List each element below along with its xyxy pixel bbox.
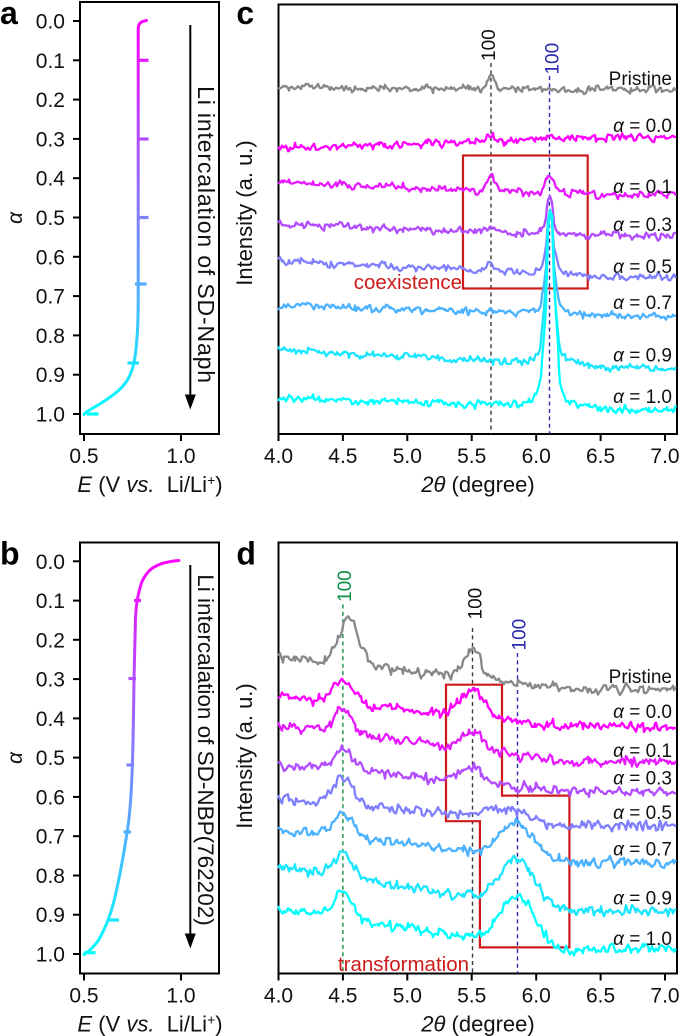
svg-text:α = 0.5: α = 0.5 [613,803,672,824]
svg-text:α: α [4,751,27,764]
svg-text:7.0: 7.0 [650,985,679,1008]
svg-text:0.9: 0.9 [36,364,65,387]
svg-text:α = 0.3: α = 0.3 [613,215,672,236]
svg-text:α = 0.9: α = 0.9 [613,346,672,367]
svg-text:0.5: 0.5 [69,985,98,1008]
svg-text:0.8: 0.8 [36,865,65,888]
svg-text:Pristine: Pristine [609,667,672,688]
svg-text:coexistence: coexistence [354,271,462,294]
svg-text:0.6: 0.6 [36,786,65,809]
svg-text:0.0: 0.0 [36,551,65,574]
svg-text:0.7: 0.7 [36,826,65,849]
svg-text:0.7: 0.7 [36,286,65,309]
svg-text:5.5: 5.5 [457,445,486,468]
svg-text:4.5: 4.5 [328,985,357,1008]
svg-text:4.5: 4.5 [328,445,357,468]
svg-text:α = 0.0: α = 0.0 [613,116,672,137]
svg-text:α = 0.1: α = 0.1 [613,177,672,198]
svg-text:0.5: 0.5 [36,207,65,230]
svg-text:Intensity (a. u.): Intensity (a. u.) [232,683,257,829]
svg-text:α = 1.0: α = 1.0 [613,929,672,950]
svg-text:0.3: 0.3 [36,669,65,692]
svg-text:0.1: 0.1 [36,590,65,613]
svg-text:a: a [0,0,18,31]
svg-text:100: 100 [335,570,356,602]
svg-text:7.0: 7.0 [650,445,679,468]
svg-text:α = 1.0: α = 1.0 [613,387,672,408]
svg-text:E (V vs. Li/Li+): E (V vs. Li/Li+) [77,1012,222,1036]
svg-text:d: d [236,536,256,572]
svg-text:0.3: 0.3 [36,128,65,151]
svg-text:6.5: 6.5 [586,985,615,1008]
svg-text:6.0: 6.0 [522,445,551,468]
svg-text:6.0: 6.0 [522,985,551,1008]
svg-text:5.5: 5.5 [457,985,486,1008]
svg-text:0.4: 0.4 [36,708,66,731]
svg-text:c: c [236,0,254,31]
svg-text:100: 100 [465,588,486,620]
svg-text:Intensity (a. u.): Intensity (a. u.) [232,140,257,286]
svg-text:0.0: 0.0 [36,11,65,34]
svg-text:α = 0.5: α = 0.5 [613,257,672,278]
svg-text:b: b [0,536,20,572]
svg-text:1.0: 1.0 [166,445,195,468]
svg-text:Li intercalation of SD-Naph: Li intercalation of SD-Naph [193,86,219,384]
svg-text:0.2: 0.2 [36,629,65,652]
svg-text:α = 0.3: α = 0.3 [613,769,672,790]
svg-text:5.0: 5.0 [393,445,422,468]
svg-text:0.5: 0.5 [36,747,65,770]
svg-text:6.5: 6.5 [586,445,615,468]
svg-text:0.2: 0.2 [36,89,65,112]
svg-text:α: α [4,211,27,224]
svg-text:Li intercalation of SD-NBP(762: Li intercalation of SD-NBP(762202) [193,574,218,925]
svg-text:α = 0.1: α = 0.1 [613,741,672,762]
svg-text:2θ (degree): 2θ (degree) [420,472,534,497]
svg-text:0.8: 0.8 [36,325,65,348]
svg-text:α = 0.9: α = 0.9 [613,889,672,910]
svg-text:E (V vs. Li/Li+): E (V vs. Li/Li+) [77,472,222,497]
svg-text:100: 100 [543,43,564,75]
svg-text:5.0: 5.0 [393,985,422,1008]
svg-text:2θ (degree): 2θ (degree) [420,1012,534,1036]
svg-text:0.1: 0.1 [36,50,65,73]
svg-text:Pristine: Pristine [609,69,672,90]
svg-text:4.0: 4.0 [264,985,293,1008]
svg-text:4.0: 4.0 [264,445,293,468]
svg-text:α = 0.7: α = 0.7 [613,840,672,861]
svg-text:1.0: 1.0 [36,944,65,967]
svg-text:transformation: transformation [338,953,469,976]
svg-text:α = 0.7: α = 0.7 [613,293,672,314]
svg-text:0.5: 0.5 [69,445,98,468]
svg-text:100: 100 [509,619,530,651]
svg-text:100: 100 [479,29,500,61]
svg-text:0.4: 0.4 [36,168,66,191]
svg-text:1.0: 1.0 [166,985,195,1008]
svg-text:0.9: 0.9 [36,904,65,927]
svg-text:1.0: 1.0 [36,404,65,427]
svg-text:α = 0.0: α = 0.0 [613,702,672,723]
svg-text:0.6: 0.6 [36,246,65,269]
